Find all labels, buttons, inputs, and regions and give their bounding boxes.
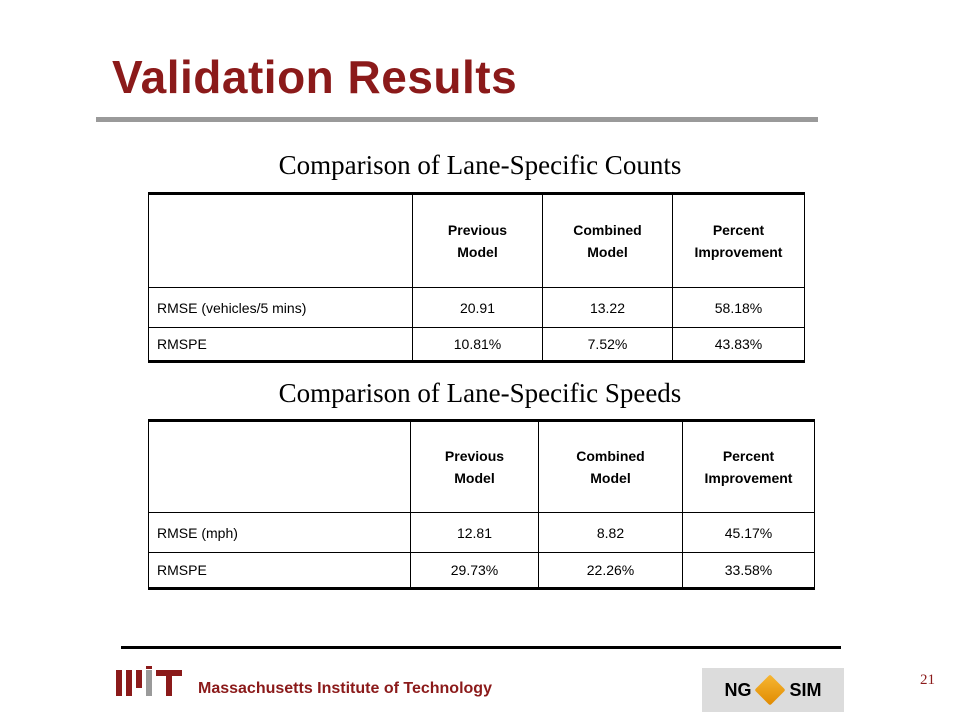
counts-header-combined-text: Combined Model — [573, 222, 642, 260]
counts-header-improvement-text: Percent Improvement — [694, 222, 783, 260]
combined-value: 13.22 — [542, 287, 673, 328]
counts-table: Previous Model Combined Model Percent Im… — [148, 192, 805, 363]
row-label: RMSPE — [148, 327, 413, 363]
title-underline — [96, 117, 818, 122]
counts-heading: Comparison of Lane-Specific Counts — [278, 150, 682, 180]
page-number: 21 — [920, 672, 935, 688]
speeds-header-row: Previous Model Combined Model Percent Im… — [148, 419, 815, 513]
combined-value: 7.52% — [542, 327, 673, 363]
previous-value: 29.73% — [410, 552, 539, 590]
counts-header-improvement: Percent Improvement — [672, 192, 805, 288]
mit-logo-icon — [116, 666, 182, 696]
speeds-header-previous-text: Previous Model — [444, 448, 505, 486]
combined-value: 8.82 — [538, 512, 683, 553]
table-row: RMSE (mph) 12.81 8.82 45.17% — [148, 512, 815, 553]
ngsim-cube-icon — [754, 674, 787, 706]
speeds-header-combined: Combined Model — [538, 419, 683, 513]
improvement-value: 33.58% — [682, 552, 815, 590]
counts-header-row: Previous Model Combined Model Percent Im… — [148, 192, 805, 288]
counts-header-previous: Previous Model — [412, 192, 543, 288]
improvement-value: 58.18% — [672, 287, 805, 328]
speeds-header-blank — [148, 419, 411, 513]
speeds-header-previous: Previous Model — [410, 419, 539, 513]
ngsim-logo-right-text: SIM — [789, 679, 822, 700]
ngsim-logo: NG SIM — [702, 668, 844, 712]
row-label: RMSE (mph) — [148, 512, 411, 553]
speeds-heading: Comparison of Lane-Specific Speeds — [278, 378, 682, 408]
table-row: RMSE (vehicles/5 mins) 20.91 13.22 58.18… — [148, 287, 805, 328]
ngsim-logo-left-text: NG — [724, 679, 752, 700]
counts-header-combined: Combined Model — [542, 192, 673, 288]
combined-value: 22.26% — [538, 552, 683, 590]
institution-name: Massachusetts Institute of Technology — [198, 680, 492, 697]
previous-value: 10.81% — [412, 327, 543, 363]
speeds-header-combined-text: Combined Model — [576, 448, 645, 486]
slide-title: Validation Results — [112, 51, 518, 103]
previous-value: 12.81 — [410, 512, 539, 553]
table-row: RMSPE 29.73% 22.26% 33.58% — [148, 552, 815, 590]
speeds-header-improvement-text: Percent Improvement — [704, 448, 793, 486]
improvement-value: 43.83% — [672, 327, 805, 363]
speeds-table: Previous Model Combined Model Percent Im… — [148, 419, 815, 590]
improvement-value: 45.17% — [682, 512, 815, 553]
speeds-header-improvement: Percent Improvement — [682, 419, 815, 513]
footer-rule — [121, 646, 841, 649]
table-row: RMSPE 10.81% 7.52% 43.83% — [148, 327, 805, 363]
row-label: RMSPE — [148, 552, 411, 590]
counts-header-blank — [148, 192, 413, 288]
previous-value: 20.91 — [412, 287, 543, 328]
counts-header-previous-text: Previous Model — [447, 222, 508, 260]
row-label: RMSE (vehicles/5 mins) — [148, 287, 413, 328]
